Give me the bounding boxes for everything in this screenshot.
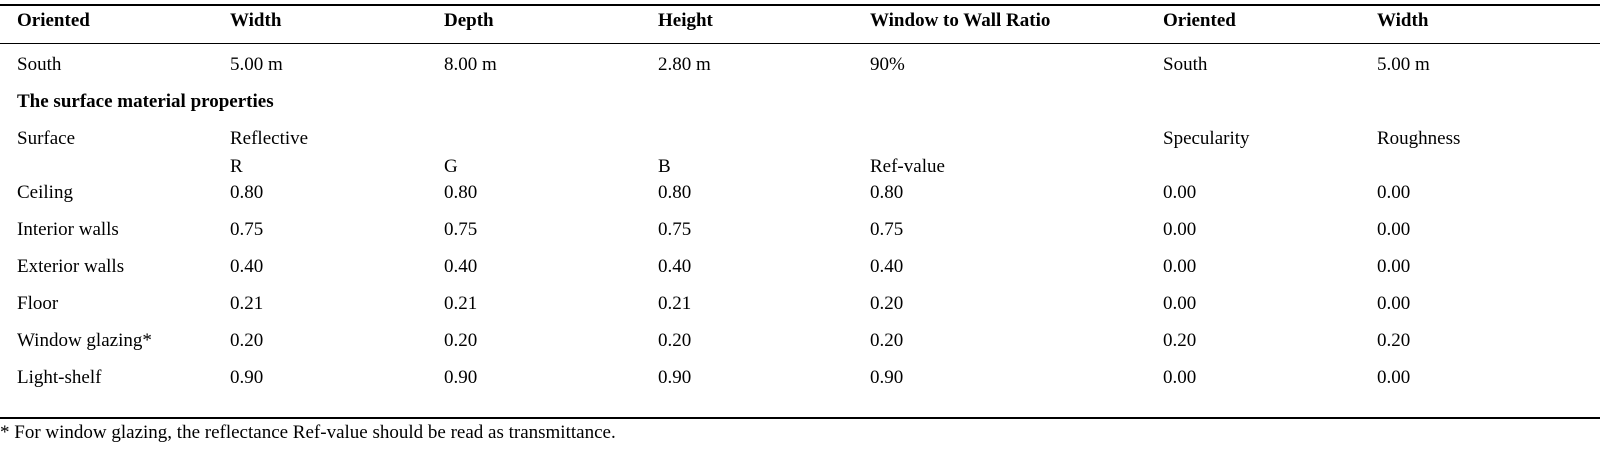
table-cell: 0.00 [1163,182,1197,203]
surface-name: Interior walls [17,219,119,240]
header-cell: Depth [444,10,494,31]
table-cell: 0.40 [658,256,692,277]
table-cell: 0.00 [1377,182,1411,203]
table-row: Exterior walls 0.40 0.40 0.40 0.40 0.00 0.00 [0,254,1600,280]
table-cell: 5.00 m [230,54,283,75]
table-cell: 0.20 [658,330,692,351]
table-cell: 0.75 [870,219,904,240]
table-cell: 0.75 [658,219,692,240]
surface-name: Exterior walls [17,256,125,277]
dimensions-row: South 5.00 m 8.00 m 2.80 m 90% South 5.0… [0,52,1600,78]
surface-name: Floor [17,293,59,314]
table-cell: 0.90 [230,367,264,388]
header-cell: Width [1377,10,1429,31]
table-cell: 2.80 m [658,54,711,75]
table-row: Interior walls 0.75 0.75 0.75 0.75 0.00 0.00 [0,217,1600,243]
header-cell: Width [230,10,282,31]
top-rule [0,4,1600,6]
table-cell: 0.00 [1377,219,1411,240]
table-row: Floor 0.21 0.21 0.21 0.20 0.00 0.00 [0,291,1600,317]
table-cell: 0.00 [1163,367,1197,388]
table-cell: 0.80 [444,182,478,203]
table-cell: 0.80 [230,182,264,203]
table-row: Window glazing* 0.20 0.20 0.20 0.20 0.20 0.20 [0,328,1600,354]
table-cell: 0.20 [230,330,264,351]
materials-subheader-row: R G B Ref-value [0,154,1600,180]
specularity-header: Specularity [1163,128,1250,149]
surface-header: Surface [17,128,76,149]
table-cell: 0.40 [444,256,478,277]
header-cell: Window to Wall Ratio [870,10,1051,31]
table-cell: South [1163,54,1208,75]
r-header: R [230,156,243,177]
table-cell: 8.00 m [444,54,497,75]
table-cell: 0.90 [658,367,692,388]
header-rule [0,43,1600,44]
reflective-header: Reflective [230,128,309,149]
table-cell: 0.00 [1377,293,1411,314]
table-cell: 5.00 m [1377,54,1430,75]
table-cell: 0.00 [1377,256,1411,277]
table-cell: 0.20 [1163,330,1197,351]
section-title: The surface material properties [17,91,274,112]
table-cell: 0.20 [870,330,904,351]
table-cell: 0.40 [870,256,904,277]
table-cell: 90% [870,54,905,75]
table-row: Light-shelf 0.90 0.90 0.90 0.90 0.00 0.00 [0,365,1600,391]
table-row: Ceiling 0.80 0.80 0.80 0.80 0.00 0.00 [0,180,1600,206]
table-cell: 0.00 [1163,293,1197,314]
roughness-header: Roughness [1377,128,1461,149]
table-cell: 0.00 [1163,219,1197,240]
table-cell: 0.90 [444,367,478,388]
table-cell: 0.21 [230,293,264,314]
g-header: G [444,156,458,177]
table-cell: 0.20 [870,293,904,314]
surface-name: Light-shelf [17,367,102,388]
table-cell: South [17,54,62,75]
b-header: B [658,156,671,177]
table-cell: 0.80 [870,182,904,203]
table-cell: 0.90 [870,367,904,388]
header-cell: Oriented [1163,10,1236,31]
table-cell: 0.80 [658,182,692,203]
table-cell: 0.00 [1163,256,1197,277]
materials-header-row: Surface Reflective Specularity Roughness [0,126,1600,152]
footnote: * For window glazing, the reflectance Re… [0,422,616,443]
table-cell: 0.21 [444,293,478,314]
table-cell: 0.00 [1377,367,1411,388]
table-cell: 0.21 [658,293,692,314]
bottom-rule [0,417,1600,419]
header-cell: Height [658,10,713,31]
table-cell: 0.75 [230,219,264,240]
surface-name: Ceiling [17,182,73,203]
table-cell: 0.40 [230,256,264,277]
table-cell: 0.20 [1377,330,1411,351]
header-cell: Oriented [17,10,90,31]
ref-value-header: Ref-value [870,156,945,177]
header-row: Oriented Width Depth Height Window to Wa… [0,8,1600,34]
surface-name: Window glazing* [17,330,152,351]
table-cell: 0.20 [444,330,478,351]
table-cell: 0.75 [444,219,478,240]
